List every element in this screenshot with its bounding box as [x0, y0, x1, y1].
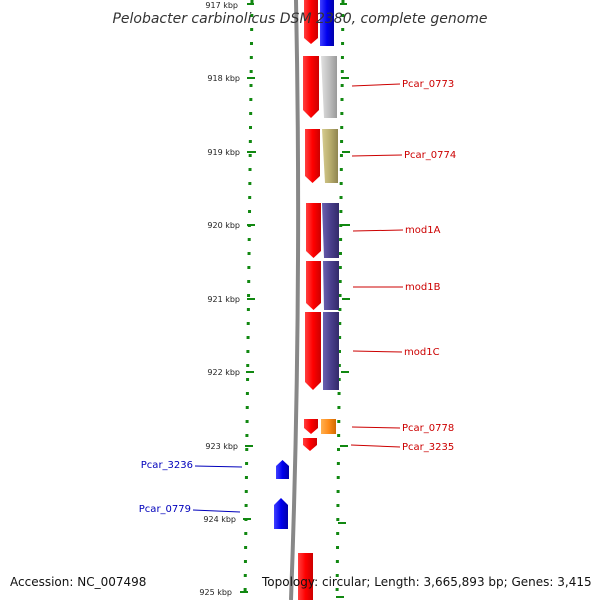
- cds-feature-pcar-3236[interactable]: [276, 460, 289, 479]
- gene-label-mod1b[interactable]: mod1B: [405, 282, 441, 293]
- kbp-label-920: 920 kbp: [207, 221, 240, 230]
- cds-feature-mod1c[interactable]: [323, 312, 339, 390]
- forward-feature-arrow[interactable]: [304, 419, 318, 434]
- genome-title: Pelobacter carbinolicus DSM 2380, comple…: [112, 11, 487, 27]
- kbp-label-917: 917 kbp: [205, 1, 238, 10]
- forward-feature-arrow[interactable]: [305, 312, 321, 390]
- axis-dotted-track-right: [335, 0, 345, 600]
- forward-feature-arrow[interactable]: [305, 129, 320, 183]
- kbp-label-918: 918 kbp: [207, 74, 240, 83]
- gene-label-pcar-3235[interactable]: Pcar_3235: [402, 442, 454, 453]
- kbp-label-925: 925 kbp: [199, 588, 232, 597]
- kbp-label-919: 919 kbp: [207, 148, 240, 157]
- topology-text: Topology: circular; Length: 3,665,893 bp…: [262, 575, 592, 589]
- gene-label-pcar-0774[interactable]: Pcar_0774: [404, 150, 456, 161]
- cds-feature-mod1a[interactable]: [322, 203, 339, 258]
- kbp-label-923: 923 kbp: [205, 442, 238, 451]
- forward-feature-arrow[interactable]: [306, 261, 321, 310]
- kbp-label-924: 924 kbp: [203, 515, 236, 524]
- gene-label-mod1c[interactable]: mod1C: [404, 347, 440, 358]
- forward-feature-arrow[interactable]: [303, 56, 319, 118]
- reverse-strand-features: [274, 460, 289, 529]
- gene-label-pcar-3236[interactable]: Pcar_3236: [141, 460, 193, 471]
- cds-features: [320, 0, 339, 434]
- cds-feature-mod1b[interactable]: [323, 261, 339, 310]
- gene-label-pcar-0779[interactable]: Pcar_0779: [139, 504, 191, 515]
- cds-feature-pcar-0773[interactable]: [321, 56, 337, 118]
- forward-feature-bar[interactable]: [298, 553, 313, 600]
- gene-label-pcar-0778[interactable]: Pcar_0778: [402, 423, 454, 434]
- cds-feature-pcar-0779[interactable]: [274, 498, 288, 529]
- gene-label-mod1a[interactable]: mod1A: [405, 225, 441, 236]
- gene-label-pcar-0773[interactable]: Pcar_0773: [402, 79, 454, 90]
- accession-text: Accession: NC_007498: [10, 575, 147, 589]
- genome-backbone: [289, 0, 301, 600]
- cds-feature-blue[interactable]: [320, 0, 334, 46]
- forward-feature-arrow[interactable]: [306, 203, 321, 258]
- kbp-tick-marks: [240, 3, 350, 598]
- forward-feature-arrow[interactable]: [303, 438, 317, 451]
- feature-leader-lines: [192, 83, 404, 513]
- kbp-label-921: 921 kbp: [207, 295, 240, 304]
- axis-dotted-track-left: [243, 0, 254, 600]
- cds-feature-pcar-0778[interactable]: [321, 419, 336, 434]
- kbp-label-922: 922 kbp: [207, 368, 240, 377]
- cds-feature-pcar-0774[interactable]: [322, 129, 338, 183]
- forward-strand-features: [298, 0, 321, 600]
- forward-feature-arrow[interactable]: [304, 0, 318, 44]
